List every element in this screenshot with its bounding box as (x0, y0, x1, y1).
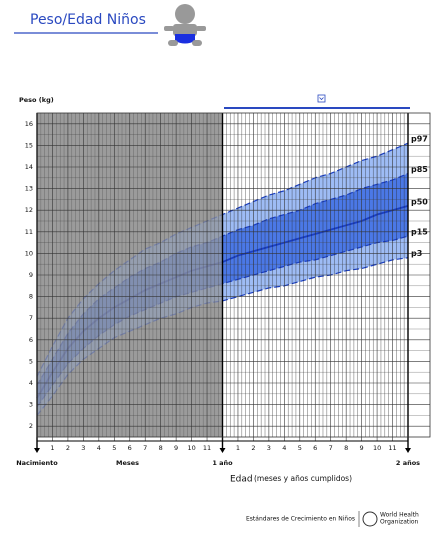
x-tick-label: 8 (344, 444, 348, 452)
x-tick-label: 6 (313, 444, 317, 452)
x-tick-label: 7 (143, 444, 147, 452)
y-tick-label: 14 (25, 163, 33, 171)
legend-label: p3 (411, 249, 422, 258)
y-tick-label: 13 (25, 185, 33, 193)
legend-label: p50 (411, 197, 428, 206)
x-tick-label: 8 (159, 444, 163, 452)
x-tick-label: 4 (282, 444, 286, 452)
x-tick-label: 10 (373, 444, 381, 452)
chart-title: Peso/Edad Niños (30, 12, 146, 28)
x-tick-label: 10 (187, 444, 195, 452)
who-logo (362, 511, 378, 527)
y-tick-label: 5 (29, 357, 33, 365)
y-tick-label: 8 (29, 293, 33, 301)
x-tick-label: 7 (329, 444, 333, 452)
dropdown-button[interactable] (317, 94, 326, 103)
x-tick-label: 1 (236, 444, 240, 452)
legend-label: p85 (411, 165, 428, 174)
y-tick-label: 4 (29, 379, 33, 387)
x-tick-label: 5 (298, 444, 302, 452)
axis-arrow (34, 448, 40, 453)
x-tick-label: 2 años (396, 459, 420, 467)
x-axis-title: Edad (230, 475, 253, 485)
x-tick-label: 2 (251, 444, 255, 452)
y-tick-label: 7 (29, 314, 33, 322)
logo-text: World Health (380, 512, 419, 519)
y-tick-label: 15 (25, 141, 33, 149)
y-tick-label: 9 (29, 271, 33, 279)
y-tick-label: 10 (25, 249, 33, 257)
y-axis-label: Peso (kg) (19, 96, 54, 104)
x-tick-label: 3 (267, 444, 271, 452)
x-tick-label: 9 (174, 444, 178, 452)
y-tick-label: 11 (25, 228, 33, 236)
y-tick-label: 3 (29, 401, 33, 409)
x-tick-label: 5 (112, 444, 116, 452)
y-tick-label: 2 (29, 422, 33, 430)
y-tick-label: 6 (29, 336, 33, 344)
x-tick-label: 11 (388, 444, 396, 452)
y-tick-label: 16 (25, 120, 33, 128)
y-tick-label: 12 (25, 206, 33, 214)
dropdown-arrow (319, 97, 324, 101)
x-tick-label: 1 (50, 444, 54, 452)
axis-arrow (219, 448, 226, 453)
x-tick-label: 1 año (212, 459, 233, 467)
plot-frame (36, 112, 431, 438)
x-tick-label: 9 (360, 444, 364, 452)
x-axis-note: (meses y años cumplidos) (254, 474, 352, 483)
x-tick-label: 2 (66, 444, 70, 452)
legend-label: p15 (411, 228, 428, 237)
x-tick-label: Nacimiento (16, 459, 58, 467)
footer: Estándares de Crecimiento en Niños (246, 516, 355, 523)
logo-text: Organization (380, 519, 419, 526)
x-tick-label: 3 (81, 444, 85, 452)
baby-icon (164, 4, 206, 46)
x-tick-label: 4 (97, 444, 101, 452)
legend-label: p97 (411, 135, 428, 144)
x-group-label: Meses (116, 459, 139, 467)
axis-arrow (405, 448, 411, 453)
x-tick-label: 6 (128, 444, 132, 452)
x-tick-label: 11 (203, 444, 211, 452)
